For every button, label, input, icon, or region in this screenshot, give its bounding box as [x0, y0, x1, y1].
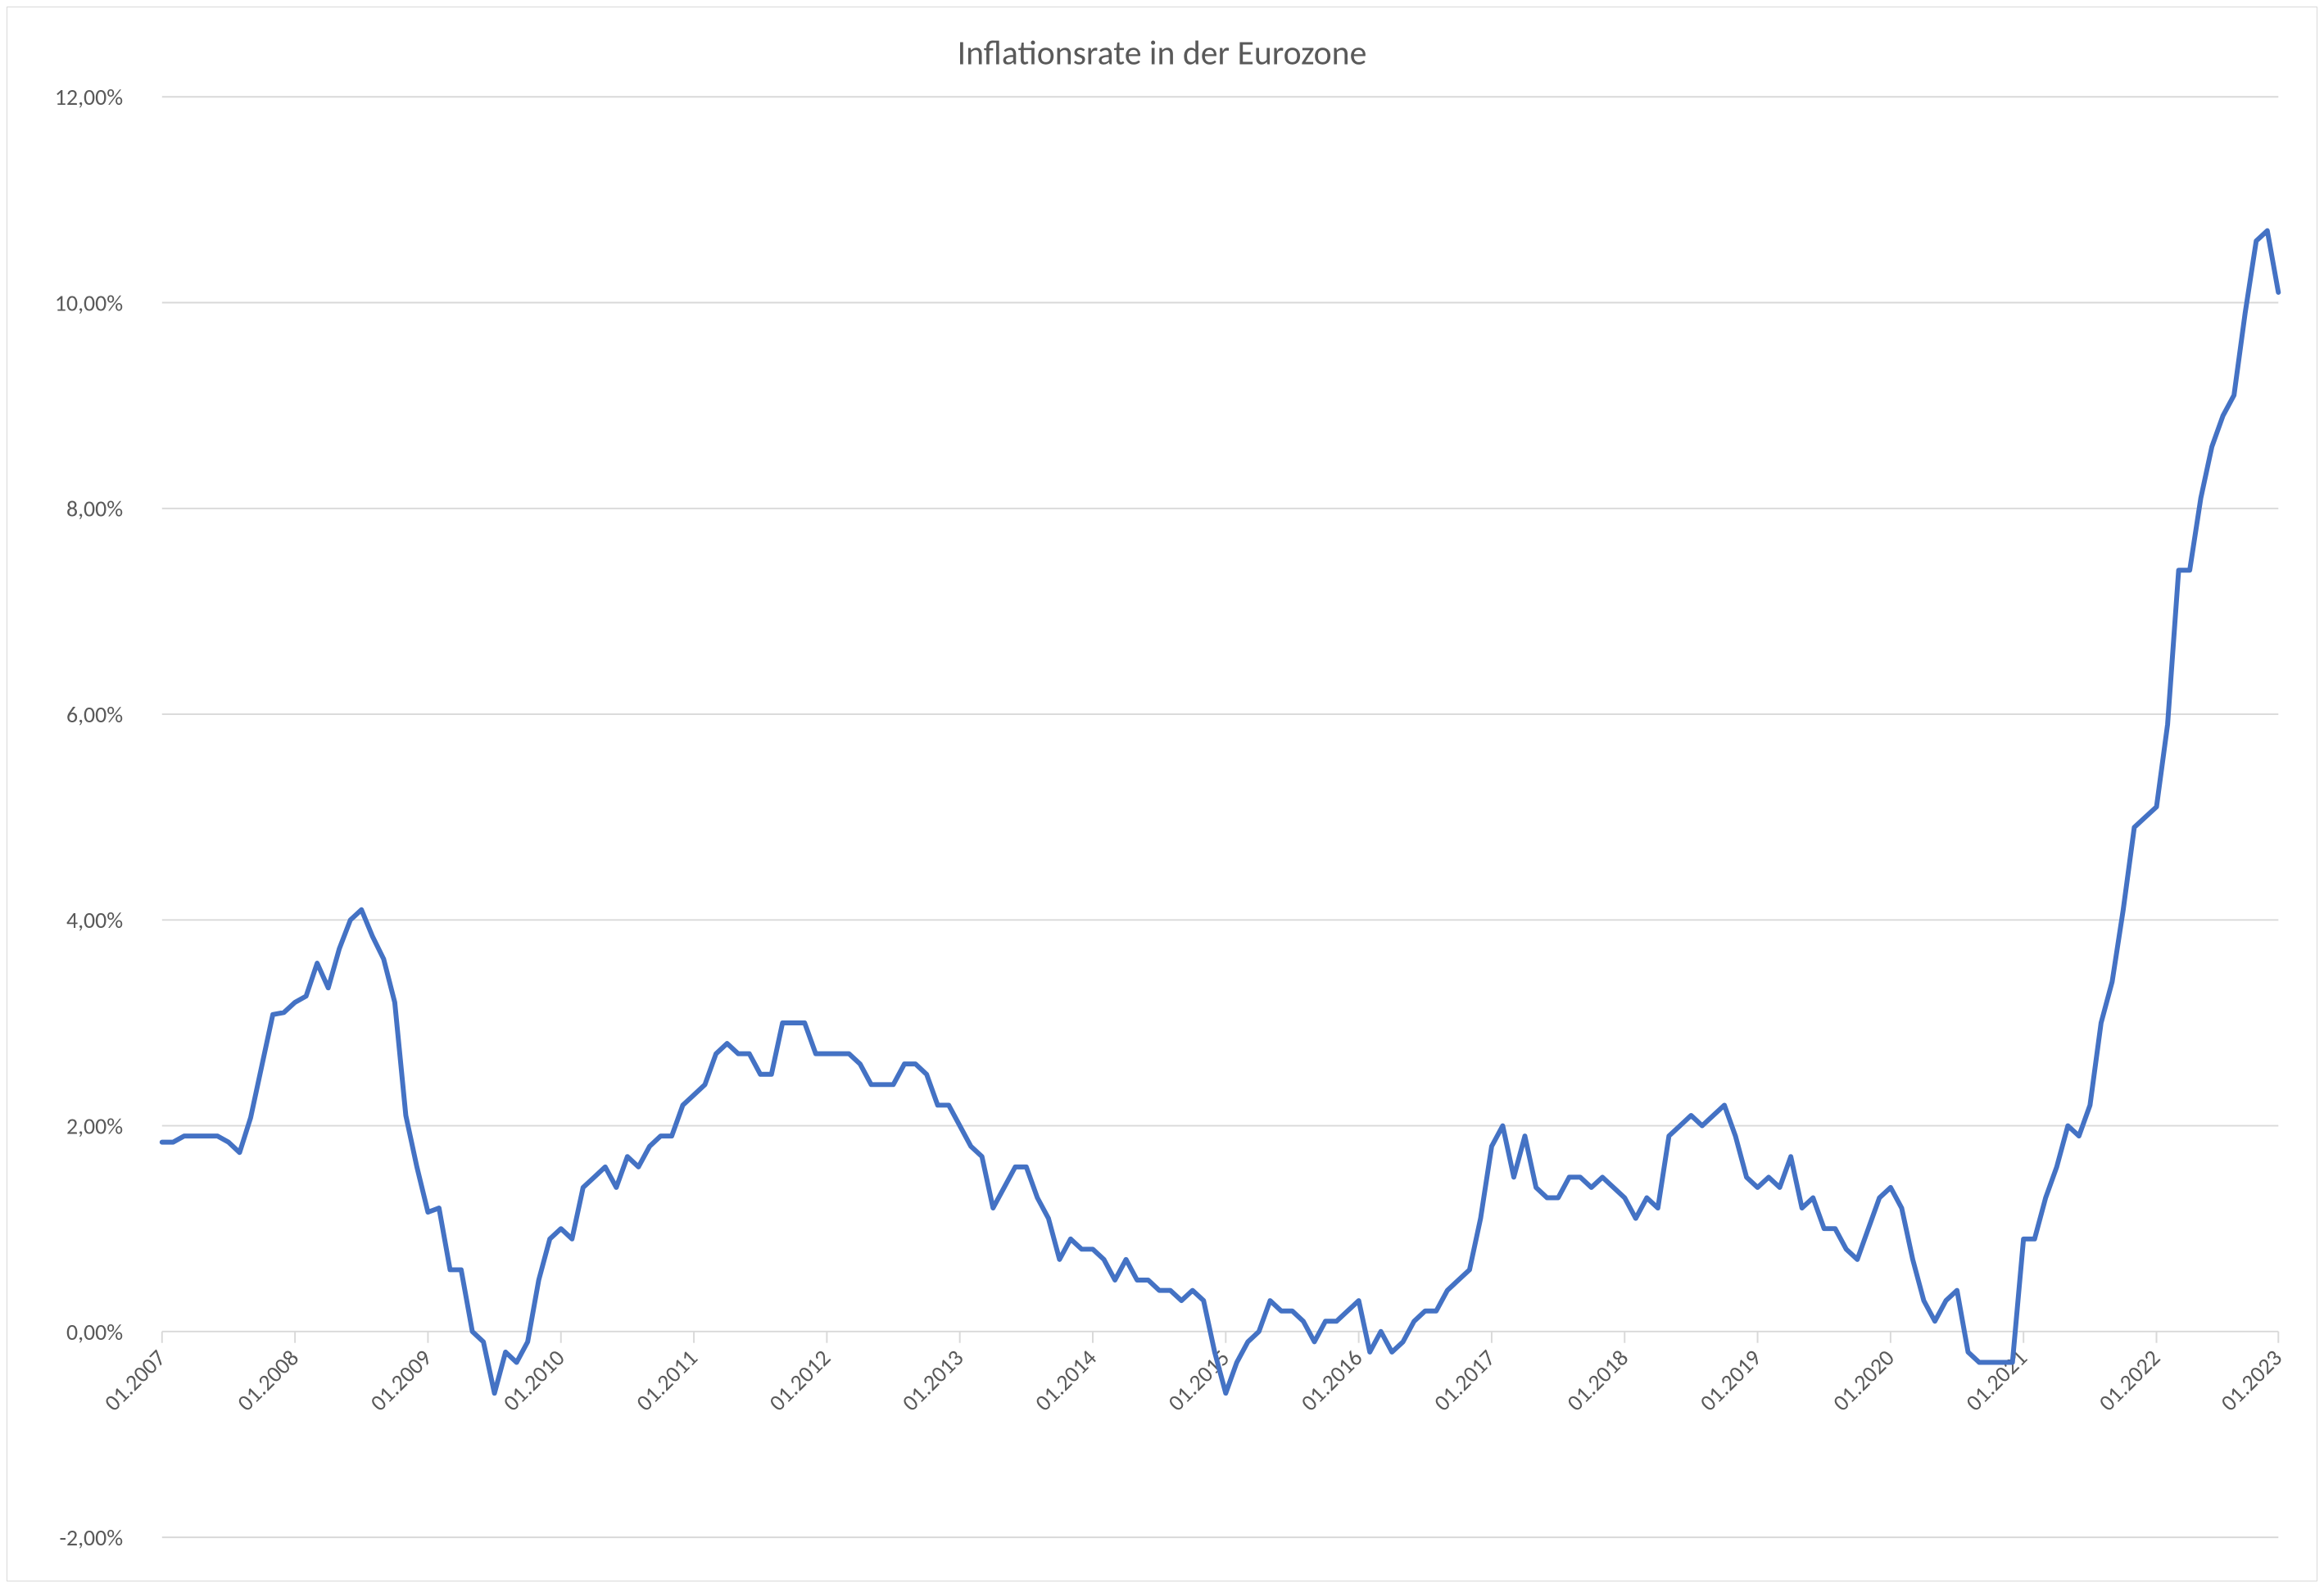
y-tick-label: 12,00%: [55, 84, 123, 111]
y-tick-label: -2,00%: [59, 1525, 123, 1552]
y-tick-label: 10,00%: [55, 290, 123, 317]
chart-container: Inflationsrate in der Eurozone -2,00% 0,00…: [0, 0, 2324, 1588]
chart-title: Inflationsrate in der Eurozone: [958, 33, 1367, 75]
y-tick-label: 0,00%: [66, 1319, 123, 1346]
y-tick-label: 8,00%: [66, 496, 123, 523]
y-tick-label: 4,00%: [66, 907, 123, 934]
y-tick-label: 6,00%: [66, 702, 123, 729]
y-tick-label: 2,00%: [66, 1114, 123, 1141]
chart-plot-border: Inflationsrate in der Eurozone -2,00% 0,00…: [7, 7, 2317, 1581]
inflation-line-chart: Inflationsrate in der Eurozone -2,00% 0,00…: [7, 7, 2317, 1581]
